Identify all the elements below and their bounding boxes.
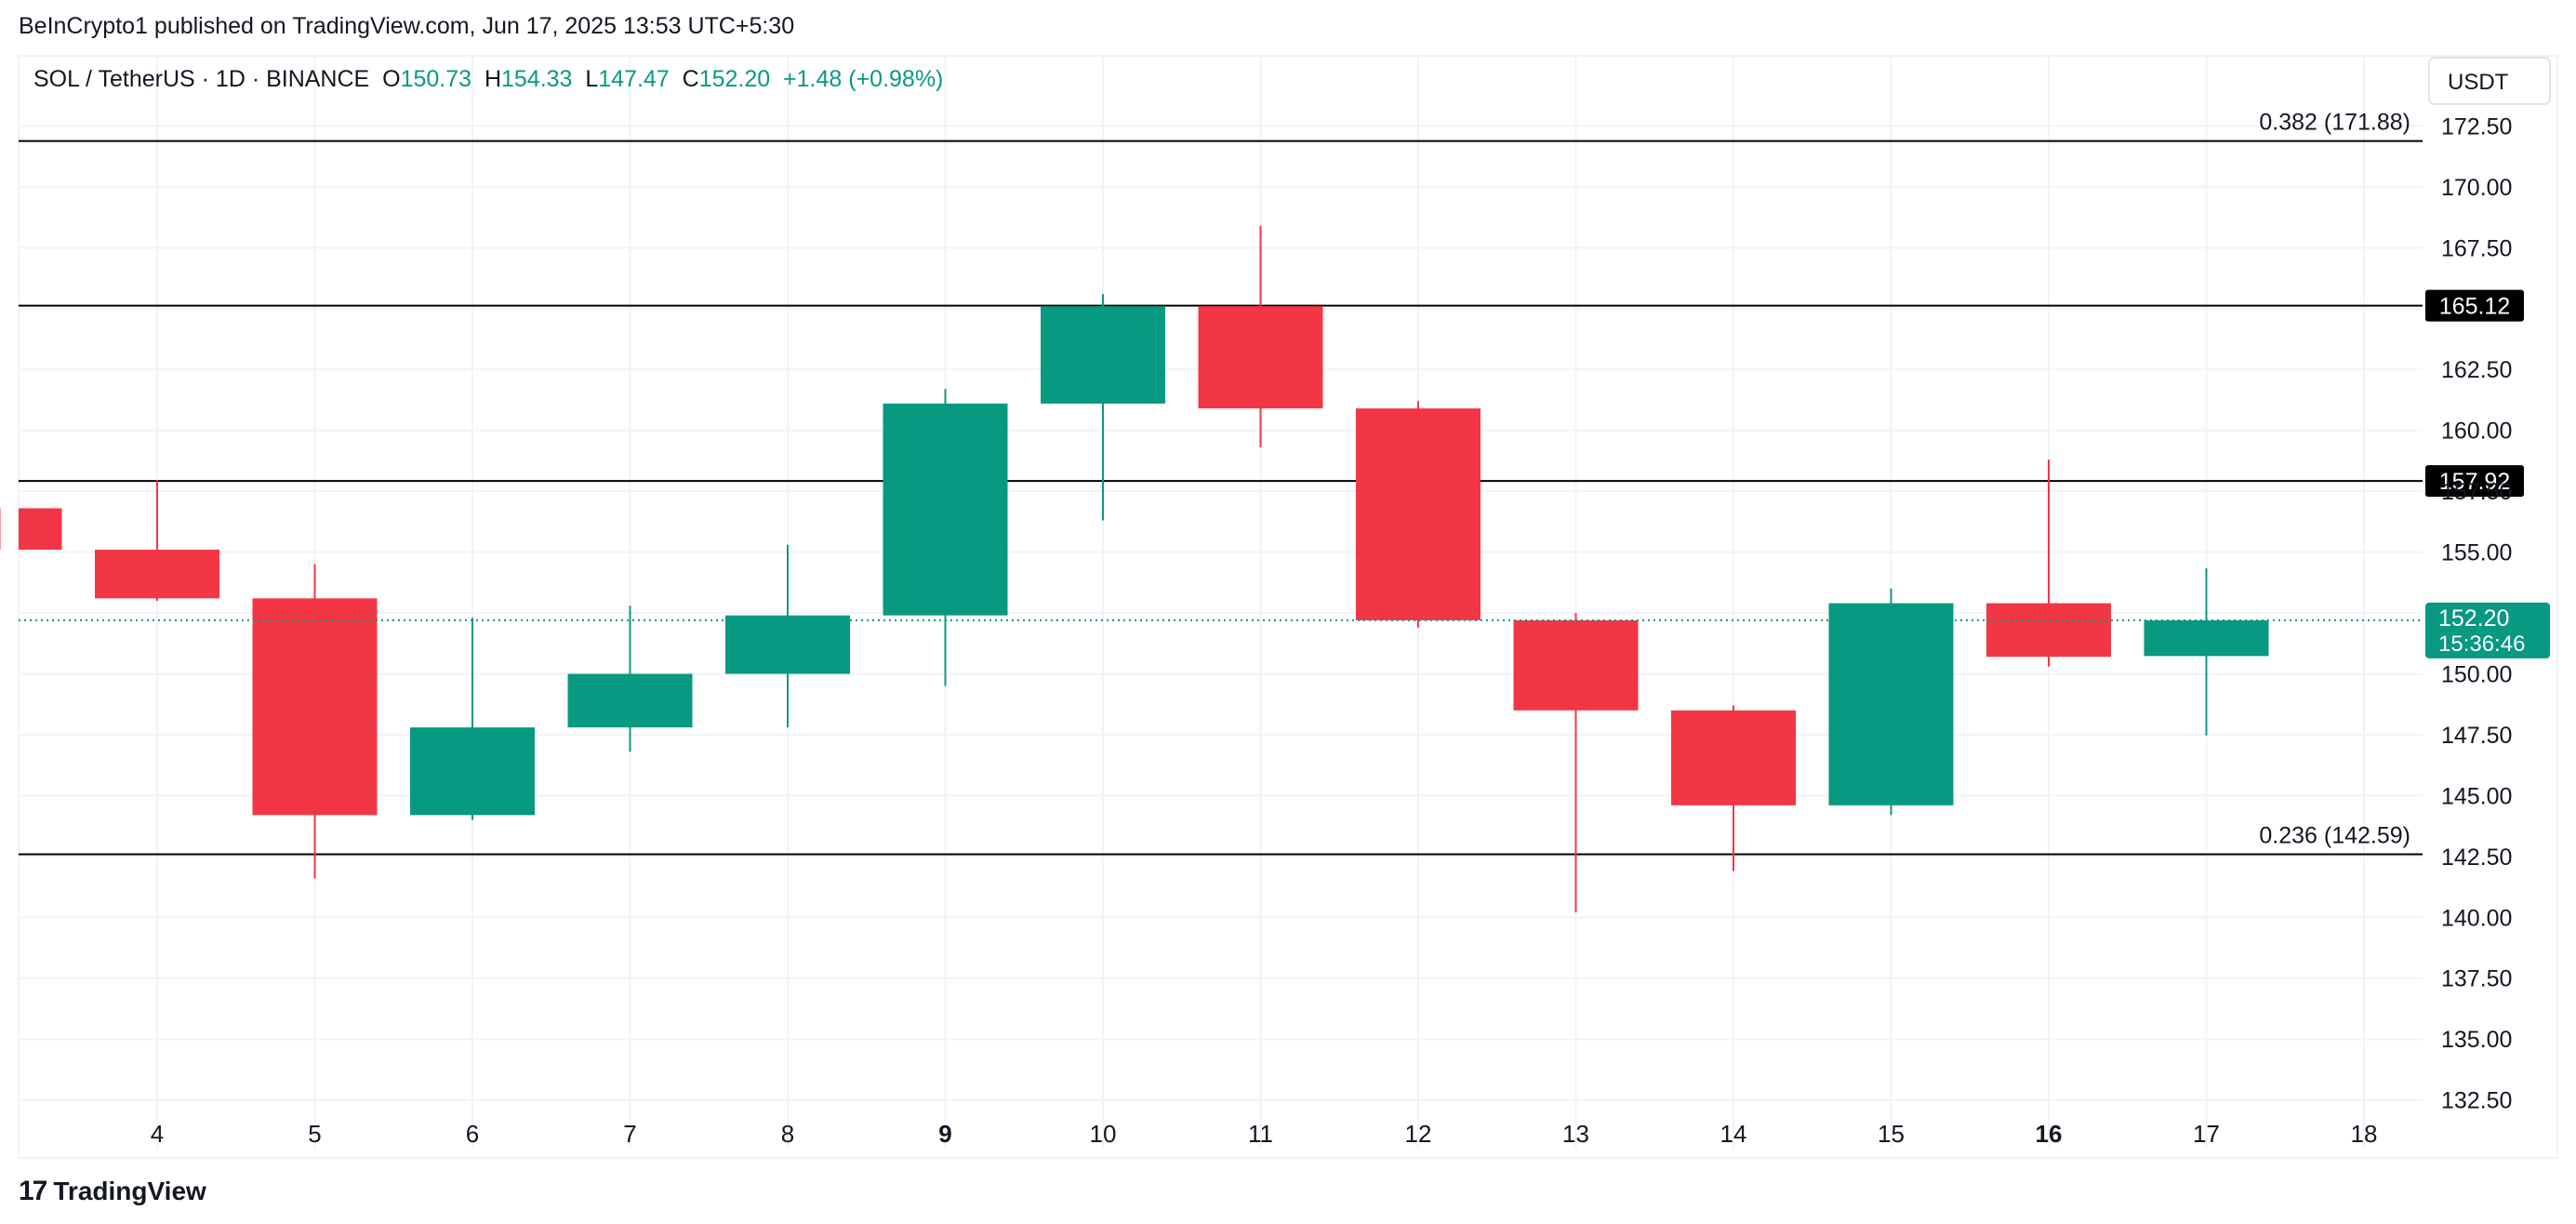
candle[interactable]	[410, 618, 535, 820]
x-tick-label: 6	[466, 1120, 479, 1148]
level-price-tag	[2425, 465, 2524, 498]
legend-change: +1.48 (+0.98%)	[783, 66, 943, 92]
candle-body	[725, 615, 850, 674]
candle[interactable]	[1356, 401, 1481, 628]
level-price-tag-text: 165.12	[2439, 294, 2510, 320]
candle[interactable]	[2144, 568, 2269, 736]
y-tick-label: 157.50	[2441, 479, 2512, 505]
candle[interactable]	[567, 605, 693, 752]
x-tick-label: 7	[623, 1120, 636, 1148]
horizontal-levels: 0.382 (171.88) 165.12 157.92 0.236 (142.59)	[19, 110, 2524, 856]
candle-body	[1671, 710, 1796, 805]
x-tick-label: 5	[308, 1120, 321, 1148]
x-tick-label: 16	[2036, 1120, 2063, 1148]
chart-frame	[18, 55, 2558, 1159]
candle[interactable]	[1828, 588, 1954, 816]
candle[interactable]	[1513, 613, 1639, 913]
y-tick-label: 155.00	[2441, 540, 2512, 566]
legend-c-label: C	[683, 66, 699, 92]
y-tick-label: 172.50	[2441, 113, 2512, 140]
candle-body	[883, 403, 1008, 616]
candles	[0, 225, 2269, 913]
candle-body	[2144, 619, 2269, 657]
legend-h-value: 154.33	[501, 66, 585, 92]
y-tick-label: 137.50	[2441, 966, 2512, 992]
candle[interactable]	[1986, 459, 2111, 667]
candle[interactable]	[725, 544, 850, 728]
candle[interactable]	[1041, 294, 1165, 521]
candle-body	[410, 727, 535, 816]
grid-lines	[18, 55, 2558, 1159]
legend-l-label: L	[585, 66, 598, 92]
candle[interactable]	[0, 508, 62, 550]
y-tick-label: 145.00	[2441, 783, 2512, 809]
last-price-value: 152.20	[2438, 605, 2509, 632]
x-tick-label: 12	[1405, 1120, 1432, 1148]
x-tick-label: 18	[2351, 1120, 2378, 1148]
candle[interactable]	[252, 564, 378, 879]
legend-o-value: 150.73	[401, 66, 485, 92]
candle-body	[1041, 306, 1165, 404]
y-tick-label: 170.00	[2441, 175, 2512, 201]
legend-c-value: 152.20	[699, 66, 783, 92]
fib-level-label: 0.382 (171.88)	[2259, 110, 2410, 136]
y-tick-label: 132.50	[2441, 1088, 2512, 1114]
candle[interactable]	[95, 480, 219, 601]
time-axis: 4 5 6 7 8 9 10 11 12 13 14 15 16 17 18	[151, 1120, 2378, 1148]
x-tick-label: 11	[1248, 1120, 1273, 1148]
candle[interactable]	[883, 389, 1008, 686]
price-axis: USDT 132.50 135.00 137.50 140.00 142.50 145.00…	[2428, 57, 2551, 1114]
x-tick-label: 10	[1090, 1120, 1117, 1148]
candle-body	[19, 508, 62, 550]
ohlc-legend: SOL / TetherUS · 1D · BINANCE O150.73 H1…	[33, 66, 943, 92]
legend-h-label: H	[485, 66, 501, 92]
y-tick-label: 150.00	[2441, 661, 2512, 687]
candle-body	[567, 673, 693, 728]
y-tick-label: 160.00	[2441, 419, 2512, 445]
tradingview-brand: TradingView	[53, 1177, 206, 1205]
last-price-tag	[2425, 602, 2550, 659]
y-tick-label: 162.50	[2441, 357, 2512, 383]
legend-symbol: SOL / TetherUS · 1D · BINANCE	[33, 66, 382, 92]
level-price-tag-text: 157.92	[2439, 469, 2510, 495]
candle-body	[1356, 408, 1481, 620]
x-tick-label: 15	[1878, 1120, 1905, 1148]
y-tick-label: 142.50	[2441, 845, 2512, 871]
candle-body	[1513, 619, 1639, 711]
x-tick-label: 14	[1720, 1120, 1747, 1148]
tradingview-logo[interactable]: 17 TradingView	[19, 1176, 206, 1207]
candle[interactable]	[1671, 705, 1796, 871]
publisher-attribution: BeInCrypto1 published on TradingView.com…	[19, 13, 795, 39]
candle[interactable]	[1198, 225, 1323, 448]
x-tick-label: 8	[781, 1120, 794, 1148]
ohlc-legend-text: SOL / TetherUS · 1D · BINANCE O150.73 H1…	[33, 66, 943, 92]
x-tick-label: 4	[151, 1120, 164, 1148]
y-tick-label: 135.00	[2441, 1027, 2512, 1053]
candle-body	[95, 549, 219, 599]
tradingview-logo-icon: 17	[19, 1176, 47, 1206]
y-tick-label: 167.50	[2441, 235, 2512, 261]
x-tick-label: 9	[938, 1120, 951, 1148]
last-price-countdown: 15:36:46	[2438, 632, 2525, 657]
fib-level-label: 0.236 (142.59)	[2259, 822, 2410, 848]
currency-button[interactable]	[2428, 57, 2551, 105]
candle-body	[1828, 603, 1954, 805]
candle-body	[252, 598, 378, 816]
y-tick-label: 147.50	[2441, 723, 2512, 749]
candle-body	[1986, 603, 2111, 658]
y-tick-label: 140.00	[2441, 905, 2512, 931]
candle-body	[1198, 306, 1323, 409]
level-price-tag	[2425, 289, 2524, 322]
x-tick-label: 17	[2193, 1120, 2220, 1148]
x-tick-label: 13	[1562, 1120, 1589, 1148]
currency-label: USDT	[2448, 70, 2509, 95]
legend-l-value: 147.47	[598, 66, 682, 92]
legend-o-label: O	[382, 66, 400, 92]
